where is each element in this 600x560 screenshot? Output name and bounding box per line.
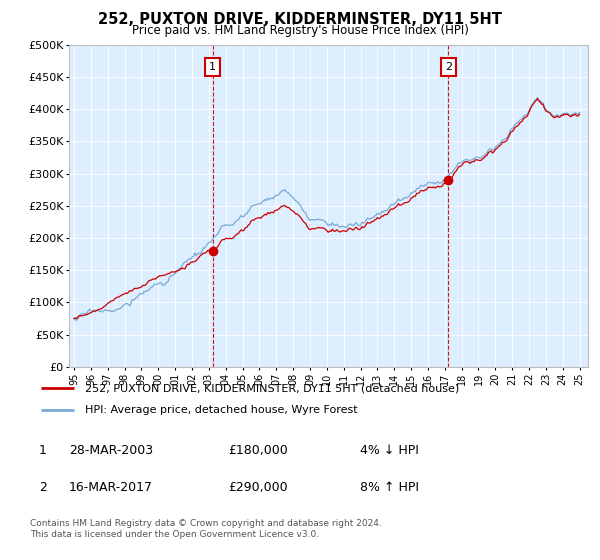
Text: 1: 1 [38, 444, 47, 458]
Text: 4% ↓ HPI: 4% ↓ HPI [360, 444, 419, 458]
Text: 2: 2 [38, 480, 47, 494]
Text: Price paid vs. HM Land Registry's House Price Index (HPI): Price paid vs. HM Land Registry's House … [131, 24, 469, 36]
Text: 252, PUXTON DRIVE, KIDDERMINSTER, DY11 5HT: 252, PUXTON DRIVE, KIDDERMINSTER, DY11 5… [98, 12, 502, 27]
Text: £180,000: £180,000 [228, 444, 288, 458]
Text: £290,000: £290,000 [228, 480, 287, 494]
Text: 252, PUXTON DRIVE, KIDDERMINSTER, DY11 5HT (detached house): 252, PUXTON DRIVE, KIDDERMINSTER, DY11 5… [85, 383, 460, 393]
Text: Contains HM Land Registry data © Crown copyright and database right 2024.
This d: Contains HM Land Registry data © Crown c… [30, 519, 382, 539]
Text: 1: 1 [209, 62, 216, 72]
Text: HPI: Average price, detached house, Wyre Forest: HPI: Average price, detached house, Wyre… [85, 405, 358, 415]
Text: 8% ↑ HPI: 8% ↑ HPI [360, 480, 419, 494]
Text: 28-MAR-2003: 28-MAR-2003 [69, 444, 153, 458]
Text: 16-MAR-2017: 16-MAR-2017 [69, 480, 153, 494]
Text: 2: 2 [445, 62, 452, 72]
